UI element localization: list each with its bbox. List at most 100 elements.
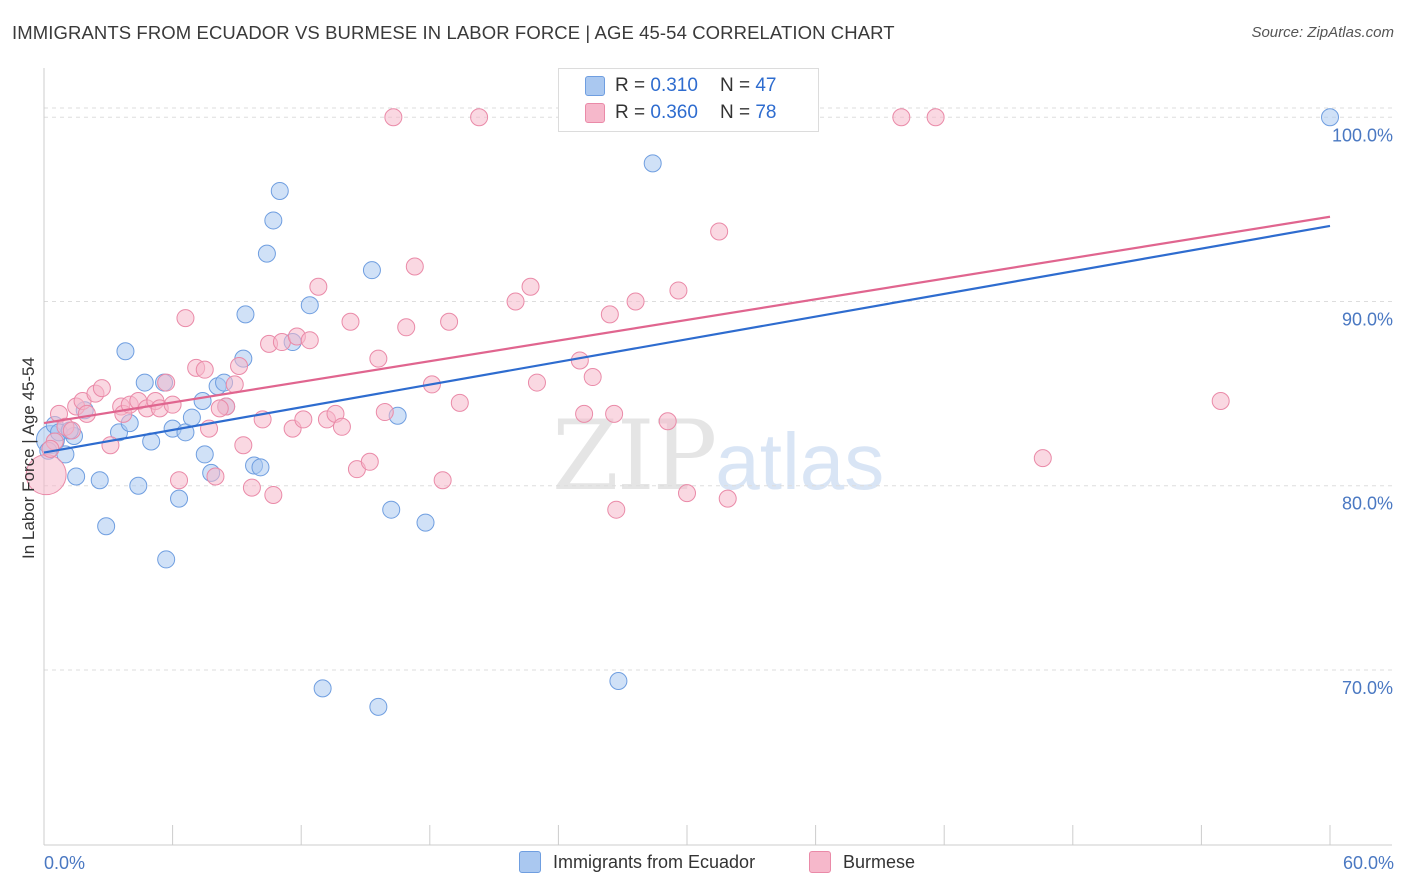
burmese-point [718,489,737,508]
ecuador-point [236,305,255,324]
y-axis-label: In Labor Force | Age 45-54 [19,357,38,559]
burmese-point [375,403,394,422]
burmese-point [658,412,677,431]
burmese-point [242,478,261,497]
ecuador-r-label: R = [615,75,646,96]
ecuador-trend-line [43,224,1331,454]
burmese-point [583,368,602,387]
burmese-point [527,373,546,392]
ecuador-point [67,467,86,486]
burmese-point [892,108,911,127]
burmese-point [521,277,540,296]
correlation-legend: R = 0.310 N = 47 R = 0.360 N = 78 [558,68,819,132]
ecuador-point [270,181,289,200]
ecuador-point [116,342,135,361]
gridlines [44,107,1392,671]
burmese-point [92,379,111,398]
burmese-point [1033,449,1052,468]
burmese-point [225,375,244,394]
burmese-point [272,333,291,352]
burmese-point [309,277,328,296]
ecuador-point [182,408,201,427]
watermark-atlas: atlas [715,417,885,506]
burmese-point [41,439,60,458]
burmese-point [234,436,253,455]
ecuador-r-value: 0.310 [650,75,698,96]
burmese-n-label: N = [719,102,751,123]
burmese-point [470,108,489,127]
burmese-n-value: 78 [755,102,777,123]
burmese-point [341,312,360,331]
burmese-swatch-icon [585,103,605,123]
trend-lines [43,215,1331,454]
y-tick-label: 70.0% [1342,678,1393,698]
ecuador-point [369,697,388,716]
burmese-point [669,281,688,300]
ecuador-point [643,154,662,173]
burmese-point [575,404,594,423]
data-points [25,108,1339,716]
x-tick-label-max: 60.0% [1343,853,1394,873]
tick-labels: 70.0% 80.0% 90.0% 100.0% 0.0% 60.0% [44,125,1394,873]
ecuador-point [382,500,401,519]
burmese-point [433,471,452,490]
legend-item-burmese: Burmese [809,851,915,873]
ecuador-swatch-icon [585,76,605,96]
legend-row-burmese: R = 0.360 N = 78 [559,100,776,126]
burmese-point [369,349,388,368]
burmese-point [605,404,624,423]
burmese-point [440,312,459,331]
ecuador-point [362,261,381,280]
ecuador-point [157,550,176,569]
ecuador-point [300,296,319,315]
burmese-point [294,410,313,429]
burmese-point [405,257,424,276]
x-tick-label-min: 0.0% [44,853,85,873]
series-legend: Immigrants from Ecuador Burmese [0,851,1406,879]
ecuador-point [193,391,212,410]
burmese-point [206,467,225,486]
burmese-point [600,305,619,324]
burmese-point [62,421,81,440]
burmese-r-label: R = [615,102,646,123]
legend-ecuador-label: Immigrants from Ecuador [553,851,756,872]
burmese-point [384,108,403,127]
burmese-point [1211,391,1230,410]
burmese-point [163,395,182,414]
ecuador-point [129,476,148,495]
burmese-point [710,222,729,241]
y-tick-label: 90.0% [1342,310,1393,330]
chart-title: IMMIGRANTS FROM ECUADOR VS BURMESE IN LA… [12,22,895,43]
ecuador-point [257,244,276,263]
burmese-point [300,331,319,350]
ecuador-point [1321,108,1339,127]
ecuador-point [170,489,189,508]
burmese-point [332,417,351,436]
axes [43,68,1392,846]
burmese-point [926,108,945,127]
source-label: Source: ZipAtlas.com [1251,24,1394,41]
burmese-point [450,393,469,412]
burmese-point [157,373,176,392]
ecuador-point [135,373,154,392]
burmese-r-value: 0.360 [650,102,698,123]
legend-row-ecuador: R = 0.310 N = 47 [559,73,776,99]
ecuador-legend-icon [519,851,541,873]
burmese-point [264,485,283,504]
ecuador-n-value: 47 [755,75,777,96]
legend-item-ecuador: Immigrants from Ecuador [519,851,755,873]
ecuador-point [313,679,332,698]
burmese-point [678,484,696,503]
burmese-point [397,318,416,337]
burmese-point [77,404,96,423]
ecuador-point [97,517,116,536]
burmese-point [230,356,249,375]
burmese-point [195,360,214,379]
ecuador-point [251,458,270,477]
burmese-point [570,351,589,370]
burmese-point [170,471,189,490]
legend-burmese-label: Burmese [843,851,916,872]
burmese-legend-icon [809,851,831,873]
ecuador-n-label: N = [719,75,751,96]
